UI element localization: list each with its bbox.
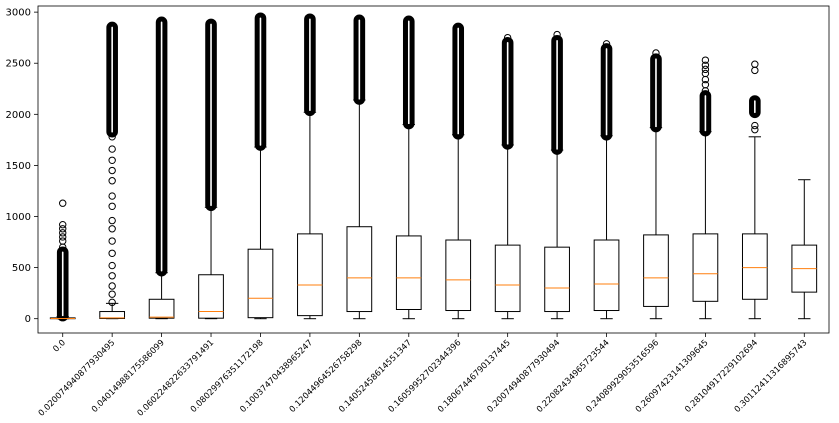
box-body (198, 274, 224, 319)
flier-point (108, 290, 116, 298)
box-1 (99, 302, 126, 320)
flier-point (108, 272, 116, 280)
box-body (247, 248, 274, 319)
flier-point (701, 80, 710, 89)
box-body (346, 226, 373, 313)
flier-point (751, 125, 759, 134)
flier-point (108, 133, 116, 141)
flier-point (108, 261, 116, 270)
box-11 (593, 135, 620, 320)
box-body (692, 233, 719, 302)
box-body (297, 233, 323, 317)
box-body (494, 244, 521, 313)
flier-point (108, 225, 116, 233)
flier-point (751, 60, 759, 68)
flier-point (59, 233, 67, 241)
flier-point (701, 61, 710, 69)
box-8 (445, 134, 472, 320)
box-body (445, 239, 472, 312)
y-tick-label: 3000 (6, 8, 31, 19)
flier-point (59, 237, 67, 245)
flier-point (553, 30, 561, 39)
box-body (148, 298, 175, 319)
box-2 (148, 272, 175, 320)
flier-point (108, 237, 116, 245)
box-body (395, 235, 422, 310)
box-body (544, 246, 570, 313)
box-6 (346, 99, 373, 320)
box-12 (643, 127, 669, 320)
flier-point (59, 199, 67, 207)
flier-point (108, 166, 116, 175)
flier-point (108, 249, 116, 257)
x-tick-label: 0.0 (51, 337, 67, 353)
box-body (593, 239, 620, 312)
x-axis: 0.00.0200749408779304950.040149881755860… (36, 333, 809, 418)
y-tick-label: 1000 (6, 212, 31, 223)
flier-point (108, 177, 116, 185)
axes-frame (37, 5, 830, 334)
flier-point (503, 33, 512, 42)
flier-point (108, 282, 116, 290)
box-7 (395, 124, 422, 320)
flier-point (108, 192, 116, 200)
flier-point (602, 40, 611, 48)
y-tick-label: 2500 (6, 59, 31, 70)
flier-point (701, 65, 710, 74)
flier-point (59, 220, 67, 229)
flier-point (108, 156, 116, 165)
flier-point (59, 229, 67, 237)
y-axis: 0 500 1000 1500 2000 2500 3000 (6, 8, 38, 325)
flier-point (108, 202, 116, 210)
box-13 (692, 131, 719, 320)
box-3 (198, 206, 224, 320)
box-15 (791, 179, 818, 320)
flier-point (108, 145, 116, 153)
box-0 (49, 316, 76, 320)
box-series (49, 99, 818, 320)
flier-cluster (106, 21, 118, 138)
box-5 (297, 111, 323, 320)
box-9 (494, 144, 521, 320)
y-tick-label: 1500 (6, 161, 31, 172)
box-14 (741, 136, 768, 320)
flier-point (701, 69, 710, 78)
box-body (99, 311, 126, 319)
plot-background (38, 6, 829, 333)
box-10 (544, 149, 570, 320)
y-tick-label: 2000 (6, 110, 31, 121)
y-tick-label: 0 (25, 314, 31, 325)
axes-border (37, 5, 830, 334)
box-body (643, 234, 669, 307)
y-tick-label: 500 (12, 263, 31, 274)
box-body (741, 233, 768, 300)
flier-point (108, 216, 116, 225)
flier-point (59, 225, 67, 233)
plot-area (38, 6, 829, 333)
box-4 (247, 146, 274, 320)
flier-point (751, 121, 759, 130)
flier-point (652, 49, 660, 57)
flier-point (701, 56, 710, 64)
flier-cluster (749, 95, 761, 119)
